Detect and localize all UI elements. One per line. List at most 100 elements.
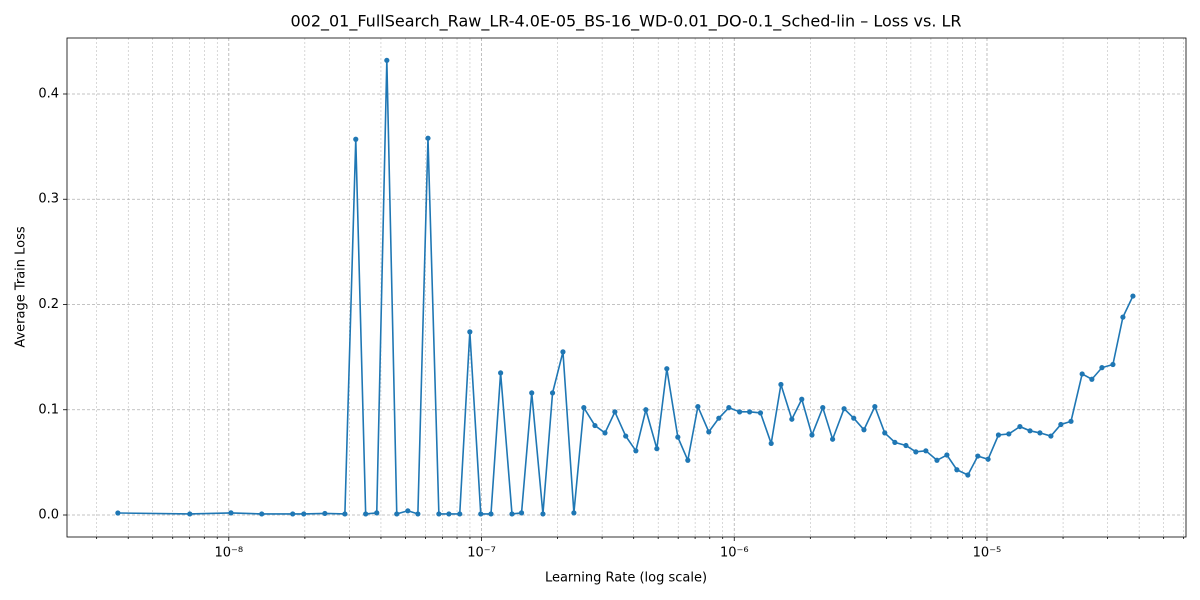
data-point	[1120, 314, 1126, 320]
data-point	[799, 396, 805, 402]
data-point	[374, 510, 380, 516]
y-tick-label: 0.3	[38, 192, 59, 207]
data-point	[467, 329, 473, 335]
data-point	[259, 511, 265, 517]
data-point	[498, 370, 504, 376]
data-point	[892, 439, 898, 445]
data-point	[322, 510, 328, 517]
data-point	[384, 57, 390, 63]
data-point	[353, 136, 359, 142]
data-point	[1130, 293, 1136, 299]
data-point	[1037, 430, 1043, 436]
data-point	[457, 511, 463, 517]
y-tick-label: 0.2	[38, 297, 59, 312]
data-point	[415, 511, 421, 517]
data-point	[664, 366, 670, 372]
data-point	[363, 511, 369, 517]
data-point	[612, 409, 618, 415]
data-point	[1089, 376, 1095, 382]
data-point	[809, 432, 815, 438]
data-point	[581, 405, 587, 411]
plot-frame	[66, 37, 1187, 538]
data-point	[985, 456, 991, 462]
y-tick-label: 0.0	[38, 508, 59, 523]
data-point	[851, 415, 857, 421]
data-point	[1006, 431, 1012, 437]
data-point	[592, 422, 598, 429]
data-point	[571, 510, 577, 516]
data-point	[995, 432, 1002, 438]
data-point	[1068, 418, 1074, 424]
chart-title: 002_01_FullSearch_Raw_LR-4.0E-05_BS-16_W…	[290, 12, 961, 32]
data-point	[290, 511, 296, 517]
x-axis-label: Learning Rate (log scale)	[545, 571, 707, 586]
data-point	[934, 457, 940, 463]
data-point	[1079, 371, 1085, 377]
data-point	[975, 453, 981, 459]
data-point	[675, 434, 681, 440]
y-tick-label: 0.4	[38, 86, 59, 101]
data-point	[757, 410, 764, 416]
x-tick-label: 10⁻⁵	[973, 546, 1002, 561]
data-point	[726, 405, 732, 411]
data-point	[115, 510, 121, 516]
data-point	[716, 415, 722, 421]
data-point	[872, 403, 878, 410]
x-tick-label: 10⁻⁸	[214, 546, 243, 561]
data-point	[1099, 365, 1105, 371]
data-point	[1048, 433, 1054, 439]
data-point	[488, 511, 494, 517]
data-point	[746, 409, 753, 415]
data-point	[695, 403, 701, 410]
data-point	[633, 448, 639, 454]
data-point	[425, 135, 431, 141]
data-point	[540, 511, 546, 517]
data-point	[342, 511, 348, 517]
data-point	[1017, 423, 1023, 430]
data-point	[778, 381, 784, 388]
data-point	[518, 510, 525, 516]
data-point	[478, 511, 484, 517]
data-point	[602, 430, 608, 436]
data-point	[405, 508, 411, 514]
data-point	[446, 511, 452, 517]
data-point	[187, 511, 193, 517]
data-point	[301, 511, 307, 517]
data-point	[913, 449, 919, 455]
data-point	[954, 467, 960, 473]
data-point	[436, 511, 442, 517]
data-point	[737, 409, 743, 415]
data-point	[965, 472, 971, 478]
data-point	[394, 511, 400, 517]
data-point	[529, 390, 535, 396]
data-point	[861, 427, 867, 433]
data-point	[509, 511, 515, 517]
data-point	[923, 448, 929, 454]
data-point	[654, 446, 660, 452]
x-tick-label: 10⁻⁷	[467, 546, 496, 561]
data-point	[623, 433, 629, 439]
data-point	[944, 452, 950, 458]
y-tick-label: 0.1	[38, 402, 59, 417]
data-point	[1110, 361, 1116, 368]
data-point	[1058, 421, 1064, 428]
data-point	[228, 510, 234, 516]
data-point	[830, 436, 836, 442]
data-point	[903, 442, 909, 449]
data-point	[549, 390, 556, 396]
data-point	[685, 457, 691, 463]
data-point	[560, 349, 566, 355]
data-point	[841, 406, 847, 412]
x-tick-label: 10⁻⁶	[720, 546, 749, 561]
data-point	[789, 416, 795, 422]
data-point	[706, 429, 712, 435]
data-point	[1027, 428, 1033, 434]
data-point	[643, 407, 649, 413]
y-axis-label: Average Train Loss	[14, 226, 29, 348]
data-point	[768, 440, 774, 447]
data-point	[882, 430, 888, 436]
data-point	[820, 405, 826, 411]
